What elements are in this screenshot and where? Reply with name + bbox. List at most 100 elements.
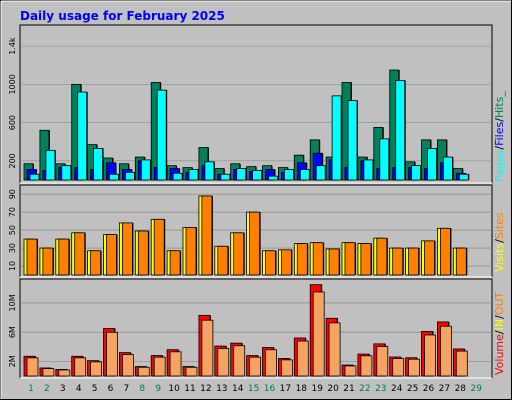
pages-bar	[188, 169, 199, 181]
sites-bar	[26, 238, 38, 276]
legend-pages: Pages	[493, 149, 506, 182]
sites-bar	[169, 250, 181, 276]
y-tick-label: 1.4k	[8, 37, 17, 55]
volume-out-bar	[376, 346, 389, 377]
pages-bar	[172, 172, 183, 181]
y-tick-label: 70	[8, 207, 17, 217]
volume-out-bar	[137, 366, 150, 377]
pages-bar	[411, 165, 422, 181]
sites-bar	[392, 247, 404, 276]
sites-bar	[424, 240, 435, 276]
volume-out-bar	[249, 356, 262, 377]
day-label: 16	[264, 384, 276, 394]
sites-bar	[312, 242, 324, 276]
y-tick-label: 10M	[8, 294, 17, 311]
pages-bar	[61, 165, 72, 181]
volume-out-bar	[328, 322, 341, 377]
legend-sites: Sites	[493, 212, 506, 239]
volume-out-bar	[455, 350, 468, 377]
sites-bar	[328, 248, 340, 276]
pages-bar	[236, 168, 247, 181]
y-tick-label: 6M	[8, 326, 17, 338]
legend-files: Files	[493, 121, 506, 145]
sites-bar	[122, 222, 133, 276]
pages-bar	[283, 169, 294, 181]
pages-bar	[458, 173, 469, 181]
day-label: 26	[423, 384, 435, 394]
sites-bar	[408, 247, 420, 276]
sites-bar	[249, 211, 261, 276]
pages-bar	[77, 91, 88, 181]
volume-out-bar	[439, 325, 452, 377]
volume-out-bar	[169, 351, 182, 377]
day-label: 19	[311, 384, 323, 394]
day-label: 1	[28, 384, 34, 394]
day-label: 24	[391, 384, 403, 394]
sites-bar	[280, 249, 292, 276]
volume-out-bar	[392, 358, 405, 377]
sites-bar	[90, 250, 101, 276]
volume-out-bar	[122, 354, 134, 377]
legend-in: IN	[493, 319, 506, 330]
sites-bar	[360, 243, 372, 276]
sites-bar	[106, 234, 117, 276]
chart-title: Daily usage for February 2025	[20, 9, 225, 23]
volume-out-bar	[217, 348, 230, 377]
pages-bar	[427, 148, 437, 181]
pages-bar	[268, 175, 278, 181]
pages-bar	[442, 156, 453, 181]
sites-bar	[217, 245, 229, 276]
day-label: 22	[359, 384, 370, 394]
legend-top: Pages/Files/Hits_	[493, 91, 506, 182]
y-tick-label: 30	[8, 243, 17, 253]
volume-out-bar	[424, 334, 436, 377]
pages-bar	[109, 173, 119, 181]
y-tick-label: 600	[8, 115, 17, 130]
pages-bar	[45, 149, 56, 181]
pages-bar	[29, 173, 40, 181]
day-label: 25	[407, 384, 418, 394]
day-labels: 1 2 3 4 5 6 7 8 9 10 11 12 13 14 15 16 17 18 19 20 21 22 23 24 2…	[28, 384, 482, 394]
pages-bar	[252, 170, 263, 181]
volume-out-bar	[280, 359, 293, 377]
day-label: 5	[92, 384, 98, 394]
panels: 200 600 1000 1.4k 10 30 50 70 90 2M 6M 10M	[8, 24, 493, 379]
day-label: 10	[168, 384, 180, 394]
pages-bar	[204, 161, 215, 181]
y-tick-label: 200	[8, 153, 17, 168]
volume-out-bar	[265, 349, 277, 377]
sites-bar	[42, 247, 54, 276]
pages-bar	[140, 159, 151, 181]
legend-hits: Hits_	[493, 91, 506, 118]
legend-sep: /	[493, 118, 506, 122]
day-label: 20	[327, 384, 339, 394]
sites-bar	[439, 227, 451, 276]
volume-out-bar	[74, 357, 87, 377]
pages-bar	[331, 95, 342, 181]
volume-out-bar	[185, 366, 198, 377]
volume-out-bar	[296, 340, 309, 377]
sites-bar	[265, 250, 276, 276]
legend-bottom-label: Volume/IN/OUT	[493, 291, 506, 375]
volume-out-bar	[153, 356, 166, 377]
day-label: 21	[343, 384, 354, 394]
sites-bar	[201, 195, 213, 276]
legend-sep: /	[493, 330, 506, 334]
volume-out-bar	[233, 345, 246, 377]
volume-out-bar	[42, 368, 55, 377]
sites-bar	[376, 237, 388, 276]
legend-bottom: Volume/IN/OUT	[493, 291, 506, 375]
pages-bar	[220, 173, 231, 181]
y-tick-label: 10	[8, 261, 17, 271]
volume-out-bar	[360, 355, 373, 377]
day-label: 4	[76, 384, 82, 394]
day-label: 29	[470, 384, 482, 394]
day-label: 2	[44, 384, 50, 394]
sites-bar	[58, 238, 70, 276]
legend-top-label: Pages/Files/Hits_	[493, 91, 506, 182]
day-label: 23	[375, 384, 386, 394]
volume-out-bar	[408, 358, 421, 377]
pages-bar	[93, 148, 103, 181]
legend-out: OUT	[493, 291, 506, 315]
y-tick-label: 2M	[8, 355, 17, 367]
